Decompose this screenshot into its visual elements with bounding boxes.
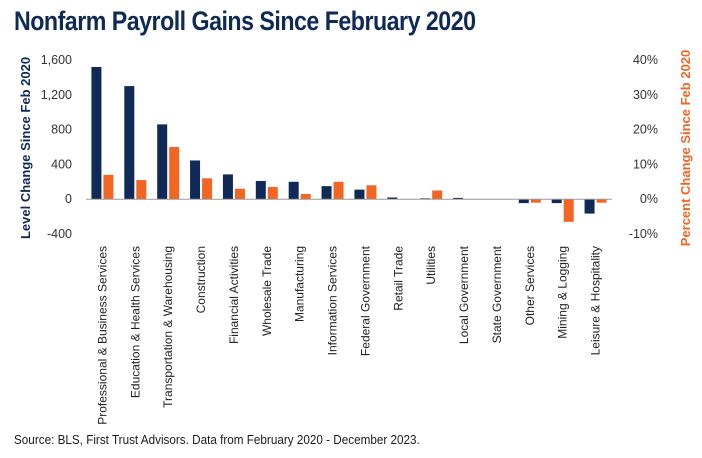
category-label: State Government: [490, 245, 504, 343]
right-axis-ticks: 40% 30% 20% 10% 0% -10%: [629, 53, 658, 241]
category-labels: Professional & Business Services Educatio…: [95, 245, 602, 424]
category-label: Manufacturing: [293, 246, 307, 322]
bar-percent: [563, 199, 574, 222]
bar-level: [91, 66, 102, 200]
bar-percent: [300, 193, 311, 200]
category-label: Wholesale Trade: [260, 246, 274, 336]
right-axis-label: Percent Change Since Feb 2020: [678, 50, 693, 247]
category-label: Transportation & Warehousing: [161, 246, 175, 408]
bar-percent: [366, 185, 377, 200]
right-tick-label: 0%: [640, 192, 658, 206]
category-label: Local Government: [457, 245, 471, 344]
bar-level: [157, 124, 168, 200]
bar-percent: [333, 181, 344, 200]
bar-level: [518, 199, 529, 204]
bar-level: [584, 199, 595, 214]
left-tick-label: 0: [65, 192, 72, 206]
bar-level: [453, 197, 464, 200]
bar-percent: [202, 178, 213, 200]
left-tick-label: 400: [51, 157, 72, 171]
bar-level: [288, 181, 299, 200]
category-label: Leisure & Hospitality: [589, 246, 603, 355]
bar-level: [124, 86, 135, 200]
left-tick-label: -400: [47, 227, 72, 241]
bar-percent: [267, 187, 278, 200]
bar-percent: [234, 188, 245, 200]
category-label: Mining & Logging: [556, 246, 570, 339]
bar-percent: [530, 199, 541, 203]
left-tick-label: 800: [51, 123, 72, 137]
bar-level: [551, 199, 562, 204]
category-label: Professional & Business Services: [95, 246, 109, 425]
bar-level: [354, 189, 365, 200]
bar-level: [222, 174, 233, 200]
bar-level: [190, 160, 201, 200]
left-tick-label: 1,200: [41, 88, 72, 102]
bar-level: [321, 186, 332, 200]
category-label: Information Services: [326, 246, 340, 355]
bar-level: [255, 180, 266, 200]
left-axis-label: Level Change Since Feb 2020: [18, 57, 33, 239]
right-tick-label: 20%: [633, 123, 658, 137]
bars: [91, 66, 607, 222]
category-label: Education & Health Services: [128, 246, 142, 398]
category-label: Financial Activities: [227, 246, 241, 344]
bar-level: [387, 197, 398, 200]
bar-percent: [169, 147, 180, 200]
right-tick-label: 40%: [633, 53, 658, 67]
category-label: Federal Government: [358, 245, 372, 356]
category-label: Retail Trade: [391, 246, 405, 311]
category-label: Construction: [194, 246, 208, 313]
bar-percent: [103, 174, 114, 200]
chart-title: Nonfarm Payroll Gains Since February 202…: [14, 6, 476, 36]
right-tick-label: 10%: [633, 157, 658, 171]
category-label: Utilities: [424, 246, 438, 285]
bar-percent: [596, 199, 607, 203]
category-label: Other Services: [523, 246, 537, 325]
left-tick-label: 1,600: [41, 53, 72, 67]
bar-percent: [432, 190, 443, 200]
right-tick-label: -10%: [629, 227, 658, 241]
left-axis-ticks: 1,600 1,200 800 400 0 -400: [41, 53, 72, 241]
right-tick-label: 30%: [633, 88, 658, 102]
bar-percent: [136, 180, 147, 200]
source-note: Source: BLS, First Trust Advisors. Data …: [14, 432, 420, 447]
